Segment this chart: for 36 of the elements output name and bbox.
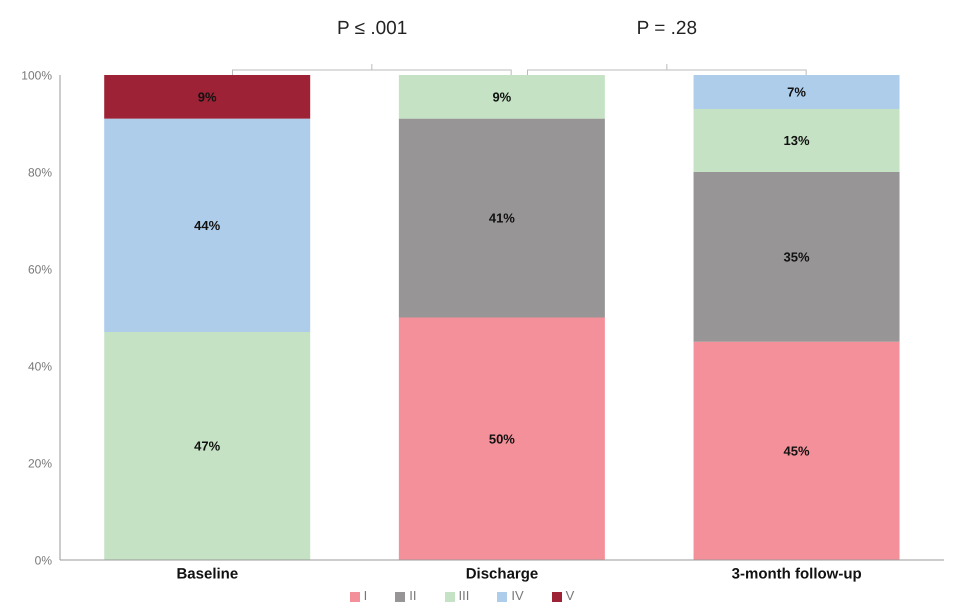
legend-label: V <box>566 588 574 603</box>
bar <box>398 118 605 318</box>
data-label: 44% <box>194 218 221 233</box>
data-label: 9% <box>492 89 512 104</box>
data-label: 47% <box>194 438 221 454</box>
y-tick-label: 80% <box>28 165 52 180</box>
data-label: 9% <box>198 89 218 104</box>
y-tick-label: 60% <box>28 262 52 276</box>
bar <box>104 118 310 332</box>
legend-label: III <box>458 588 470 603</box>
y-tick-label: 20% <box>28 456 52 470</box>
legend-label: II <box>409 588 417 603</box>
text: P = .28 <box>636 18 698 40</box>
data-label: 13% <box>784 132 810 148</box>
bar <box>694 342 900 560</box>
bar <box>398 75 605 119</box>
x-tick-label: Discharge <box>466 566 538 583</box>
y-tick-label: 40% <box>28 359 52 374</box>
data-label: 41% <box>488 210 516 226</box>
y-tick-label: 0% <box>34 553 52 568</box>
data-label: 45% <box>784 443 810 458</box>
x-tick-label: Baseline <box>176 566 238 583</box>
text: P ≤ .001 <box>336 18 408 40</box>
y-tick-label: 100% <box>21 68 52 82</box>
legend-label: I <box>364 588 368 603</box>
bar <box>694 75 900 109</box>
bar <box>104 332 310 560</box>
data-label: 7% <box>787 84 806 100</box>
bar <box>694 172 900 342</box>
bar <box>104 75 310 119</box>
legend-label: IV <box>511 588 524 603</box>
bar <box>694 108 900 172</box>
bar <box>398 318 605 560</box>
x-tick-label: 3-month follow-up <box>732 566 862 583</box>
data-label: 35% <box>784 249 810 264</box>
data-label: 50% <box>488 431 516 446</box>
